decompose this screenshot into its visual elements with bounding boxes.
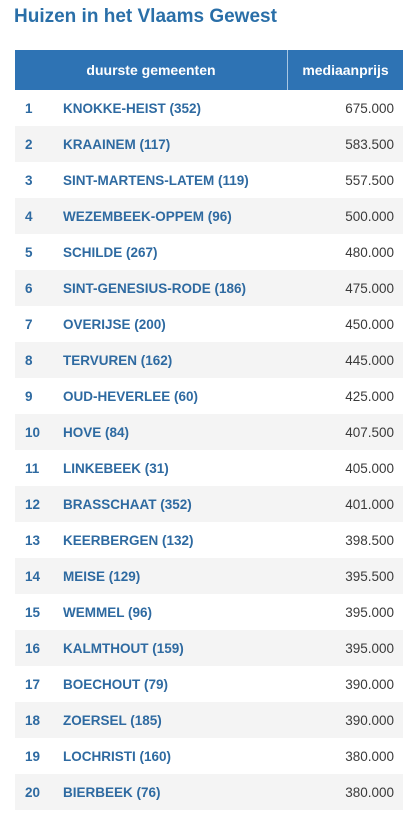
- municipality-cell: SINT-MARTENS-LATEM (119): [63, 172, 249, 188]
- median-price-cell: 380.000: [345, 784, 394, 800]
- municipality-cell: LINKEBEEK (31): [63, 460, 169, 476]
- table-row: 19 LOCHRISTI (160) 380.000: [15, 738, 403, 774]
- table-row: 9 OUD-HEVERLEE (60) 425.000: [15, 378, 403, 414]
- municipality-cell: WEMMEL (96): [63, 604, 153, 620]
- rank-cell: 4: [25, 208, 33, 224]
- table-row: 20 BIERBEEK (76) 380.000: [15, 774, 403, 810]
- table-row: 1 KNOKKE-HEIST (352) 675.000: [15, 90, 403, 126]
- rank-cell: 20: [25, 784, 41, 800]
- municipality-cell: BOECHOUT (79): [63, 676, 169, 692]
- table-row: 7 OVERIJSE (200) 450.000: [15, 306, 403, 342]
- median-price-cell: 401.000: [345, 496, 394, 512]
- rank-cell: 6: [25, 280, 33, 296]
- rank-cell: 15: [25, 604, 41, 620]
- median-price-cell: 480.000: [345, 244, 394, 260]
- median-price-cell: 405.000: [345, 460, 394, 476]
- median-price-cell: 407.500: [345, 424, 394, 440]
- table-row: 8 TERVUREN (162) 445.000: [15, 342, 403, 378]
- municipality-cell: BRASSCHAAT (352): [63, 496, 192, 512]
- municipality-cell: WEZEMBEEK-OPPEM (96): [63, 208, 232, 224]
- rank-cell: 7: [25, 316, 33, 332]
- municipality-cell: TERVUREN (162): [63, 352, 173, 368]
- median-price-cell: 380.000: [345, 748, 394, 764]
- municipality-cell: SCHILDE (267): [63, 244, 158, 260]
- municipality-cell: ZOERSEL (185): [63, 712, 162, 728]
- rank-cell: 5: [25, 244, 33, 260]
- table-row: 13 KEERBERGEN (132) 398.500: [15, 522, 403, 558]
- municipality-cell: KRAAINEM (117): [63, 136, 171, 152]
- median-price-cell: 395.000: [345, 604, 394, 620]
- table-row: 14 MEISE (129) 395.500: [15, 558, 403, 594]
- median-price-cell: 395.500: [345, 568, 394, 584]
- table-row: 17 BOECHOUT (79) 390.000: [15, 666, 403, 702]
- municipality-cell: OUD-HEVERLEE (60): [63, 388, 199, 404]
- table-row: 10 HOVE (84) 407.500: [15, 414, 403, 450]
- table-row: 3 SINT-MARTENS-LATEM (119) 557.500: [15, 162, 403, 198]
- column-header-median-price[interactable]: mediaanprijs: [302, 62, 389, 78]
- municipality-cell: BIERBEEK (76): [63, 784, 161, 800]
- median-price-cell: 450.000: [345, 316, 394, 332]
- rank-cell: 16: [25, 640, 41, 656]
- page-title: Huizen in het Vlaams Gewest: [14, 6, 277, 27]
- median-price-cell: 500.000: [345, 208, 394, 224]
- column-header-municipality[interactable]: duurste gemeenten: [15, 50, 288, 90]
- table-row: 11 LINKEBEEK (31) 405.000: [15, 450, 403, 486]
- rank-cell: 1: [25, 100, 33, 116]
- table-row: 16 KALMTHOUT (159) 395.000: [15, 630, 403, 666]
- municipality-cell: SINT-GENESIUS-RODE (186): [63, 280, 247, 296]
- table-row: 6 SINT-GENESIUS-RODE (186) 475.000: [15, 270, 403, 306]
- rank-cell: 3: [25, 172, 33, 188]
- rank-cell: 13: [25, 532, 41, 548]
- rank-cell: 9: [25, 388, 33, 404]
- table-body: 1 KNOKKE-HEIST (352) 675.000 2 KRAAINEM (117…: [15, 90, 403, 810]
- table-header: duurste gemeenten mediaanprijs: [15, 50, 403, 90]
- median-price-cell: 557.500: [345, 172, 394, 188]
- median-price-cell: 583.500: [345, 136, 394, 152]
- table-row: 4 WEZEMBEEK-OPPEM (96) 500.000: [15, 198, 403, 234]
- rank-cell: 12: [25, 496, 41, 512]
- median-price-cell: 390.000: [345, 676, 394, 692]
- table-row: 15 WEMMEL (96) 395.000: [15, 594, 403, 630]
- median-price-cell: 475.000: [345, 280, 394, 296]
- rank-cell: 11: [25, 460, 40, 476]
- municipality-cell: OVERIJSE (200): [63, 316, 166, 332]
- table-row: 2 KRAAINEM (117) 583.500: [15, 126, 403, 162]
- municipality-cell: KALMTHOUT (159): [63, 640, 184, 656]
- rank-cell: 10: [25, 424, 41, 440]
- municipality-cell: LOCHRISTI (160): [63, 748, 172, 764]
- table-row: 18 ZOERSEL (185) 390.000: [15, 702, 403, 738]
- median-price-cell: 425.000: [345, 388, 394, 404]
- median-price-cell: 390.000: [345, 712, 394, 728]
- table-row: 12 BRASSCHAAT (352) 401.000: [15, 486, 403, 522]
- rank-cell: 17: [25, 676, 41, 692]
- median-price-cell: 675.000: [345, 100, 394, 116]
- median-price-cell: 395.000: [345, 640, 394, 656]
- rank-cell: 8: [25, 352, 33, 368]
- municipality-cell: HOVE (84): [63, 424, 130, 440]
- municipality-cell: MEISE (129): [63, 568, 141, 584]
- rank-cell: 18: [25, 712, 41, 728]
- table-row: 5 SCHILDE (267) 480.000: [15, 234, 403, 270]
- median-price-cell: 398.500: [345, 532, 394, 548]
- rank-cell: 2: [25, 136, 33, 152]
- municipality-cell: KNOKKE-HEIST (352): [63, 100, 202, 116]
- rank-cell: 19: [25, 748, 41, 764]
- median-price-cell: 445.000: [345, 352, 394, 368]
- municipality-cell: KEERBERGEN (132): [63, 532, 194, 548]
- ranking-table: duurste gemeenten mediaanprijs 1 KNOKKE-H…: [15, 50, 403, 810]
- rank-cell: 14: [25, 568, 41, 584]
